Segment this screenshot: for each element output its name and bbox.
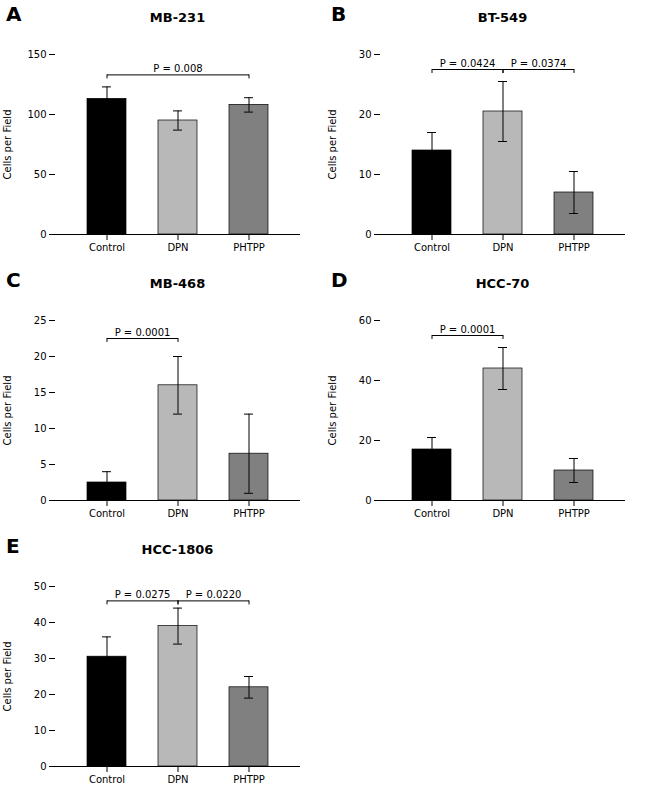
svg-text:P = 0.0275: P = 0.0275 [115,589,171,600]
svg-text:Cells per Field: Cells per Field [2,642,13,712]
svg-text:Control: Control [89,242,125,253]
svg-text:Control: Control [414,508,450,519]
svg-text:20: 20 [34,351,47,362]
svg-text:PHTPP: PHTPP [233,242,265,253]
html-text:MB-231: MB-231 [149,10,206,25]
svg-text:0: 0 [40,495,46,506]
svg-text:Cells per Field: Cells per Field [327,110,338,180]
svg-text:DPN: DPN [167,774,188,785]
html-text:A: A [6,2,22,26]
svg-text:P = 0.0001: P = 0.0001 [115,327,171,338]
svg-text:50: 50 [34,169,47,180]
svg-text:DPN: DPN [167,242,188,253]
html-text:E: E [6,534,20,558]
html-text:MB-468: MB-468 [149,276,206,291]
svg-text:10: 10 [34,423,47,434]
svg-text:20: 20 [359,435,372,446]
svg-text:20: 20 [359,109,372,120]
html-text:HCC-1806: HCC-1806 [141,542,214,557]
html-text:C: C [6,268,21,292]
svg-text:Control: Control [89,508,125,519]
svg-text:Control: Control [89,774,125,785]
svg-text:Cells per Field: Cells per Field [2,110,13,180]
svg-text:DPN: DPN [492,508,513,519]
html-text:B: B [331,2,347,26]
svg-text:Cells per Field: Cells per Field [327,376,338,446]
svg-text:40: 40 [359,375,372,386]
svg-text:Control: Control [414,242,450,253]
svg-text:PHTPP: PHTPP [558,242,590,253]
svg-text:50: 50 [34,581,47,592]
svg-text:P = 0.0424: P = 0.0424 [440,58,496,69]
svg-text:0: 0 [40,229,46,240]
html-text:D: D [331,268,348,292]
svg-text:P = 0.0001: P = 0.0001 [440,324,496,335]
svg-text:P = 0.0220: P = 0.0220 [186,589,242,600]
svg-text:PHTPP: PHTPP [233,774,265,785]
svg-text:PHTPP: PHTPP [558,508,590,519]
svg-text:DPN: DPN [167,508,188,519]
svg-text:0: 0 [365,495,371,506]
html-text:HCC-70: HCC-70 [475,276,530,291]
svg-text:5: 5 [40,459,46,470]
svg-text:P = 0.008: P = 0.008 [153,63,202,74]
svg-text:10: 10 [359,169,372,180]
html-text:BT-549: BT-549 [477,10,528,25]
svg-text:150: 150 [27,49,46,60]
svg-text:10: 10 [34,725,47,736]
svg-text:40: 40 [34,617,47,628]
svg-text:30: 30 [34,653,47,664]
svg-text:P = 0.0374: P = 0.0374 [511,58,567,69]
svg-text:30: 30 [359,49,372,60]
svg-text:0: 0 [365,229,371,240]
svg-text:DPN: DPN [492,242,513,253]
svg-text:100: 100 [27,109,46,120]
svg-text:15: 15 [34,387,47,398]
svg-text:60: 60 [359,315,372,326]
svg-text:25: 25 [34,315,47,326]
svg-text:PHTPP: PHTPP [233,508,265,519]
svg-text:20: 20 [34,689,47,700]
svg-text:0: 0 [40,761,46,772]
svg-text:Cells per Field: Cells per Field [2,376,13,446]
